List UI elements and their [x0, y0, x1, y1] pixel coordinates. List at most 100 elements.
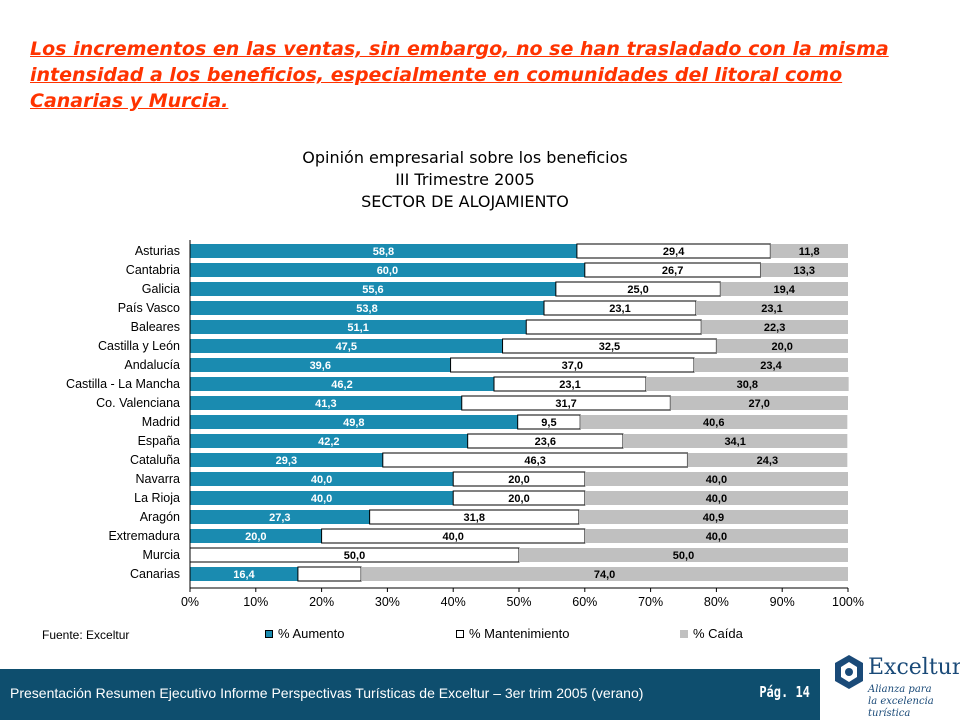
x-tick-label: 20%	[309, 595, 334, 609]
data-label-mantenimiento-extremadura: 40,0	[442, 531, 463, 543]
category-label-asturias: Asturias	[135, 244, 180, 258]
bar-caida-co-valenciana	[670, 396, 848, 410]
bar-aumento-pais-vasco	[190, 301, 545, 315]
data-label-caida-asturias: 11,8	[799, 246, 820, 258]
bar-aumento-madrid	[190, 415, 518, 429]
bar-aumento-castilla-y-leon	[190, 339, 503, 353]
bar-caida-baleares	[701, 320, 848, 334]
x-tick-label: 40%	[441, 595, 466, 609]
category-label-castilla-y-leon: Castilla y León	[98, 339, 180, 353]
data-label-mantenimiento-castilla-la-mancha: 23,1	[559, 379, 580, 391]
category-label-castilla-la-mancha: Castilla - La Mancha	[66, 377, 180, 391]
bar-aumento-navarra	[190, 472, 454, 486]
bar-mantenimiento-canarias	[297, 566, 362, 582]
data-label-aumento-pais-vasco: 53,8	[356, 303, 377, 315]
stacked-bar-chart: Asturias 58,8 29,4 11,8 Cantabria 60,0 26,7 13,…	[66, 240, 864, 609]
data-label-mantenimiento-andalucia: 37,0	[562, 360, 583, 372]
x-tick-label: 100%	[832, 595, 864, 609]
data-label-mantenimiento-la-rioja: 20,0	[508, 493, 529, 505]
data-label-mantenimiento-murcia: 50,0	[344, 550, 365, 562]
data-label-mantenimiento-aragon: 31,8	[464, 512, 485, 524]
data-label-caida-galicia: 19,4	[773, 284, 795, 296]
data-label-caida-extremadura: 40,0	[706, 531, 727, 543]
category-label-galicia: Galicia	[142, 282, 180, 296]
data-label-caida-cantabria: 13,3	[794, 265, 815, 277]
category-label-murcia: Murcia	[142, 548, 180, 562]
bar-aumento-asturias	[190, 244, 577, 258]
data-label-mantenimiento-espana: 23,6	[535, 436, 556, 448]
footer-text: Presentación Resumen Ejecutivo Informe P…	[10, 685, 644, 701]
legend-caida: % Caída	[680, 626, 743, 641]
data-label-aumento-asturias: 58,8	[373, 246, 394, 258]
data-label-caida-pais-vasco: 23,1	[761, 303, 782, 315]
bar-aumento-andalucia	[190, 358, 451, 372]
data-label-aumento-cataluna: 29,3	[276, 455, 297, 467]
data-label-aumento-madrid: 49,8	[343, 417, 364, 429]
bar-caida-aragon	[578, 510, 848, 524]
category-label-cantabria: Cantabria	[126, 263, 180, 277]
bar-caida-andalucia	[694, 358, 848, 372]
bar-caida-cataluna	[687, 453, 848, 467]
bar-aumento-co-valenciana	[190, 396, 462, 410]
data-label-mantenimiento-galicia: 25,0	[627, 284, 648, 296]
bar-aumento-baleares	[190, 320, 527, 334]
x-tick-label: 10%	[243, 595, 268, 609]
bar-aumento-la-rioja	[190, 491, 454, 505]
bar-aumento-espana	[190, 434, 468, 448]
data-label-caida-canarias: 74,0	[594, 569, 615, 581]
data-label-mantenimiento-cataluna: 46,3	[524, 455, 545, 467]
category-label-la-rioja: La Rioja	[134, 491, 180, 505]
data-label-caida-andalucia: 23,4	[760, 360, 782, 372]
data-label-aumento-canarias: 16,4	[233, 569, 255, 581]
category-label-extremadura: Extremadura	[108, 529, 180, 543]
data-label-aumento-andalucia: 39,6	[310, 360, 331, 372]
bar-caida-la-rioja	[584, 491, 848, 505]
data-label-mantenimiento-pais-vasco: 23,1	[609, 303, 630, 315]
bar-aumento-galicia	[190, 282, 556, 296]
bar-caida-murcia	[519, 548, 848, 562]
data-label-aumento-galicia: 55,6	[362, 284, 383, 296]
legend-aumento: % Aumento	[265, 626, 345, 641]
category-label-navarra: Navarra	[136, 472, 181, 486]
bar-caida-pais-vasco	[696, 301, 848, 315]
logo-tagline: Alianza para la excelencia turística	[868, 684, 958, 720]
bar-mantenimiento-cantabria	[584, 262, 761, 278]
data-label-aumento-extremadura: 20,0	[245, 531, 266, 543]
data-label-caida-castilla-y-leon: 20,0	[771, 341, 792, 353]
chart-subtitle: III Trimestre 2005	[395, 170, 535, 189]
x-tick-label: 0%	[181, 595, 199, 609]
logo-tagline-2: la excelencia turística	[868, 696, 934, 719]
data-label-caida-co-valenciana: 27,0	[748, 398, 769, 410]
headline: Los incrementos en las ventas, sin embar…	[30, 38, 889, 112]
bar-caida-galicia	[720, 282, 848, 296]
data-label-aumento-navarra: 40,0	[311, 474, 332, 486]
data-label-mantenimiento-castilla-y-leon: 32,5	[599, 341, 620, 353]
bar-aumento-canarias	[190, 567, 298, 581]
legend-label-mantenimiento: % Mantenimiento	[469, 626, 570, 641]
data-label-caida-aragon: 40,9	[703, 512, 724, 524]
x-tick-label: 80%	[704, 595, 729, 609]
category-label-aragon: Aragón	[140, 510, 180, 524]
exceltur-logo: Exceltur Alianza para la excelencia turí…	[830, 651, 960, 720]
legend-label-aumento: % Aumento	[278, 626, 345, 641]
category-label-pais-vasco: País Vasco	[118, 301, 180, 315]
data-label-aumento-castilla-la-mancha: 46,2	[331, 379, 352, 391]
category-label-andalucia: Andalucía	[124, 358, 180, 372]
bar-aumento-aragon	[190, 510, 370, 524]
category-label-canarias: Canarias	[130, 567, 180, 581]
category-label-cataluna: Cataluña	[130, 453, 180, 467]
data-label-caida-cataluna: 24,3	[757, 455, 778, 467]
data-label-mantenimiento-madrid: 9,5	[541, 417, 556, 429]
x-tick-label: 30%	[375, 595, 400, 609]
legend-swatch-mantenimiento	[456, 629, 464, 638]
bar-caida-cantabria	[760, 263, 848, 277]
data-label-mantenimiento-cantabria: 26,7	[662, 265, 683, 277]
data-label-caida-madrid: 40,6	[703, 417, 724, 429]
bar-caida-espana	[622, 434, 848, 448]
bar-caida-canarias	[361, 567, 848, 581]
data-label-caida-murcia: 50,0	[673, 550, 694, 562]
page-number: Pág. 14	[759, 683, 810, 701]
legend-swatch-aumento	[265, 629, 273, 638]
category-label-madrid: Madrid	[142, 415, 180, 429]
logo-tagline-1: Alianza para	[868, 684, 932, 695]
